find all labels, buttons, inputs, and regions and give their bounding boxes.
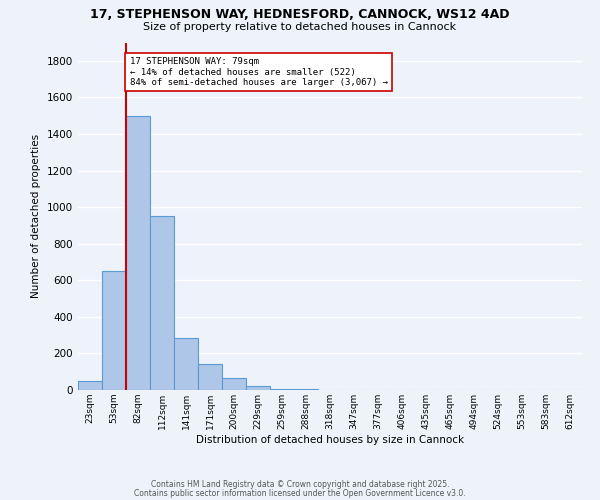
Bar bbox=[78, 382, 102, 390]
Bar bbox=[270, 388, 294, 390]
Y-axis label: Number of detached properties: Number of detached properties bbox=[31, 134, 41, 298]
Bar bbox=[126, 116, 150, 390]
Bar bbox=[150, 216, 174, 390]
Text: 17 STEPHENSON WAY: 79sqm
← 14% of detached houses are smaller (522)
84% of semi-: 17 STEPHENSON WAY: 79sqm ← 14% of detach… bbox=[130, 57, 388, 87]
Bar bbox=[198, 364, 222, 390]
Text: Contains HM Land Registry data © Crown copyright and database right 2025.: Contains HM Land Registry data © Crown c… bbox=[151, 480, 449, 489]
Bar bbox=[222, 378, 246, 390]
Bar bbox=[102, 271, 126, 390]
Bar bbox=[246, 386, 270, 390]
Text: Contains public sector information licensed under the Open Government Licence v3: Contains public sector information licen… bbox=[134, 488, 466, 498]
Text: Size of property relative to detached houses in Cannock: Size of property relative to detached ho… bbox=[143, 22, 457, 32]
X-axis label: Distribution of detached houses by size in Cannock: Distribution of detached houses by size … bbox=[196, 434, 464, 444]
Bar bbox=[174, 338, 198, 390]
Text: 17, STEPHENSON WAY, HEDNESFORD, CANNOCK, WS12 4AD: 17, STEPHENSON WAY, HEDNESFORD, CANNOCK,… bbox=[90, 8, 510, 20]
